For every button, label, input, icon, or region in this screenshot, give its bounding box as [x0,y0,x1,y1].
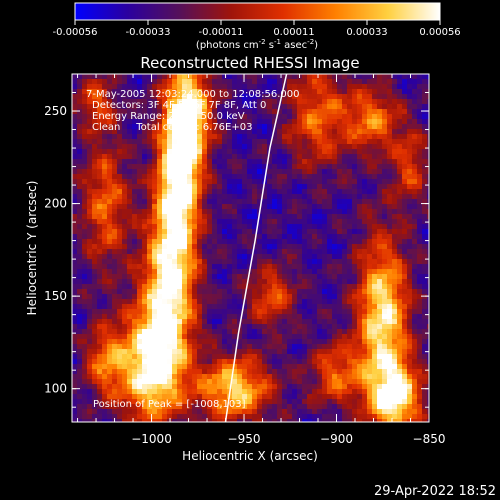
peak-position-label: Position of Peak = [-1008,103] [93,399,246,410]
x-tick-label: −950 [228,432,261,446]
colorbar-gradient [74,2,441,21]
y-tick-label: 100 [44,382,67,396]
info-energy-range: Energy Range: 25.0 - 50.0 keV [92,111,245,122]
colorbar-tick-label: -0.00011 [199,27,244,38]
x-tick-label: −900 [320,432,353,446]
colorbar: -0.00056 -0.00033 -0.00011 0.00011 0.00033 0.… [53,2,461,51]
y-tick-label: 150 [44,289,67,303]
info-detectors: Detectors: 3F 4F 5F 6F 7F 8F, Att 0 [92,100,266,111]
footer-timestamp: 29-Apr-2022 18:52 [374,484,496,499]
colorbar-ticks: -0.00056 -0.00033 -0.00011 0.00011 0.00033 0.… [53,20,461,38]
solar-limb-curve [224,74,288,422]
y-axis-label: Heliocentric Y (arcsec) [25,181,39,316]
x-axis: −1000 −950 −900 −850 [77,74,446,446]
x-tick-label: −1000 [131,432,172,446]
colorbar-tick-label: -0.00033 [126,27,171,38]
colorbar-tick-label: 0.00011 [273,27,314,38]
colorbar-unit-label: (photons cm-2 s-1 asec-2) [196,38,318,51]
colorbar-tick-label: 0.00056 [419,27,460,38]
observation-info: 7-May-2005 12:03:24.000 to 12:08:56.000 … [86,89,299,410]
plot-frame [71,73,430,423]
info-time-range: 7-May-2005 12:03:24.000 to 12:08:56.000 [86,89,299,100]
x-tick-label: −850 [413,432,446,446]
colorbar-tick-label: 0.00033 [346,27,387,38]
y-axis: 100 150 200 250 [44,73,429,408]
heatmap-image [72,74,429,422]
colorbar-tick-label: -0.00056 [53,27,98,38]
y-tick-label: 250 [44,104,67,118]
chart-title: Reconstructed RHESSI Image [140,54,359,72]
x-axis-label: Heliocentric X (arcsec) [182,449,318,463]
info-clean-counts: Clean Total counts: 6.76E+03 [92,122,252,133]
y-tick-label: 200 [44,197,67,211]
